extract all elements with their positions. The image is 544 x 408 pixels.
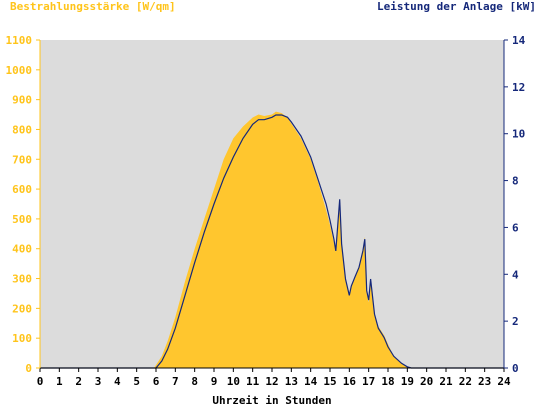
left-tick-label: 600 <box>12 183 32 196</box>
right-tick-label: 0 <box>512 362 519 375</box>
right-axis-title: Leistung der Anlage [kW] <box>377 0 536 13</box>
power-line <box>40 114 504 369</box>
left-tick-label: 1100 <box>6 34 33 47</box>
tick-labels: 0 1 2 3 4 5 6 7 8 9 10 11 12 13 14 15 16 17 18 19 20 21 22 23 24… <box>6 34 526 388</box>
left-tick-label: 500 <box>12 213 32 226</box>
x-tick-label: 9 <box>211 375 218 388</box>
right-tick-label: 10 <box>512 128 525 141</box>
x-tick-label: 6 <box>153 375 160 388</box>
left-tick-label: 1000 <box>6 64 33 77</box>
right-tick-label: 12 <box>512 81 525 94</box>
x-tick-label: 8 <box>191 375 198 388</box>
right-tick-label: 2 <box>512 315 519 328</box>
x-tick-label: 7 <box>172 375 179 388</box>
left-tick-label: 200 <box>12 302 32 315</box>
x-tick-label: 14 <box>304 375 318 388</box>
x-tick-label: 5 <box>133 375 140 388</box>
x-tick-label: 3 <box>95 375 102 388</box>
x-axis-label: Uhrzeit in Stunden <box>212 394 332 407</box>
x-tick-label: 1 <box>56 375 63 388</box>
x-tick-label: 24 <box>497 375 511 388</box>
right-tick-label: 4 <box>512 268 519 281</box>
left-tick-label: 800 <box>12 123 32 136</box>
x-tick-label: 10 <box>227 375 240 388</box>
x-tick-label: 4 <box>114 375 121 388</box>
left-tick-label: 400 <box>12 243 32 256</box>
right-tick-label: 8 <box>512 175 519 188</box>
x-tick-label: 16 <box>343 375 357 388</box>
x-tick-label: 11 <box>246 375 260 388</box>
x-tick-label: 19 <box>401 375 414 388</box>
x-tick-label: 17 <box>362 375 375 388</box>
irradiance-area <box>40 111 504 368</box>
left-tick-label: 900 <box>12 94 32 107</box>
x-tick-label: 12 <box>265 375 278 388</box>
x-tick-label: 23 <box>478 375 491 388</box>
right-tick-label: 14 <box>512 34 526 47</box>
left-axis-title: Bestrahlungsstärke [W/qm] <box>10 0 176 13</box>
x-tick-label: 15 <box>323 375 336 388</box>
left-tick-label: 300 <box>12 273 32 286</box>
x-tick-label: 21 <box>439 375 453 388</box>
x-tick-label: 2 <box>75 375 82 388</box>
x-tick-label: 13 <box>285 375 298 388</box>
left-tick-label: 0 <box>25 362 32 375</box>
x-tick-label: 22 <box>459 375 472 388</box>
x-tick-label: 18 <box>381 375 394 388</box>
right-tick-label: 6 <box>512 221 519 234</box>
left-tick-label: 700 <box>12 153 32 166</box>
axes <box>36 39 508 372</box>
left-tick-label: 100 <box>12 332 32 345</box>
x-tick-label: 0 <box>37 375 44 388</box>
x-tick-label: 20 <box>420 375 433 388</box>
